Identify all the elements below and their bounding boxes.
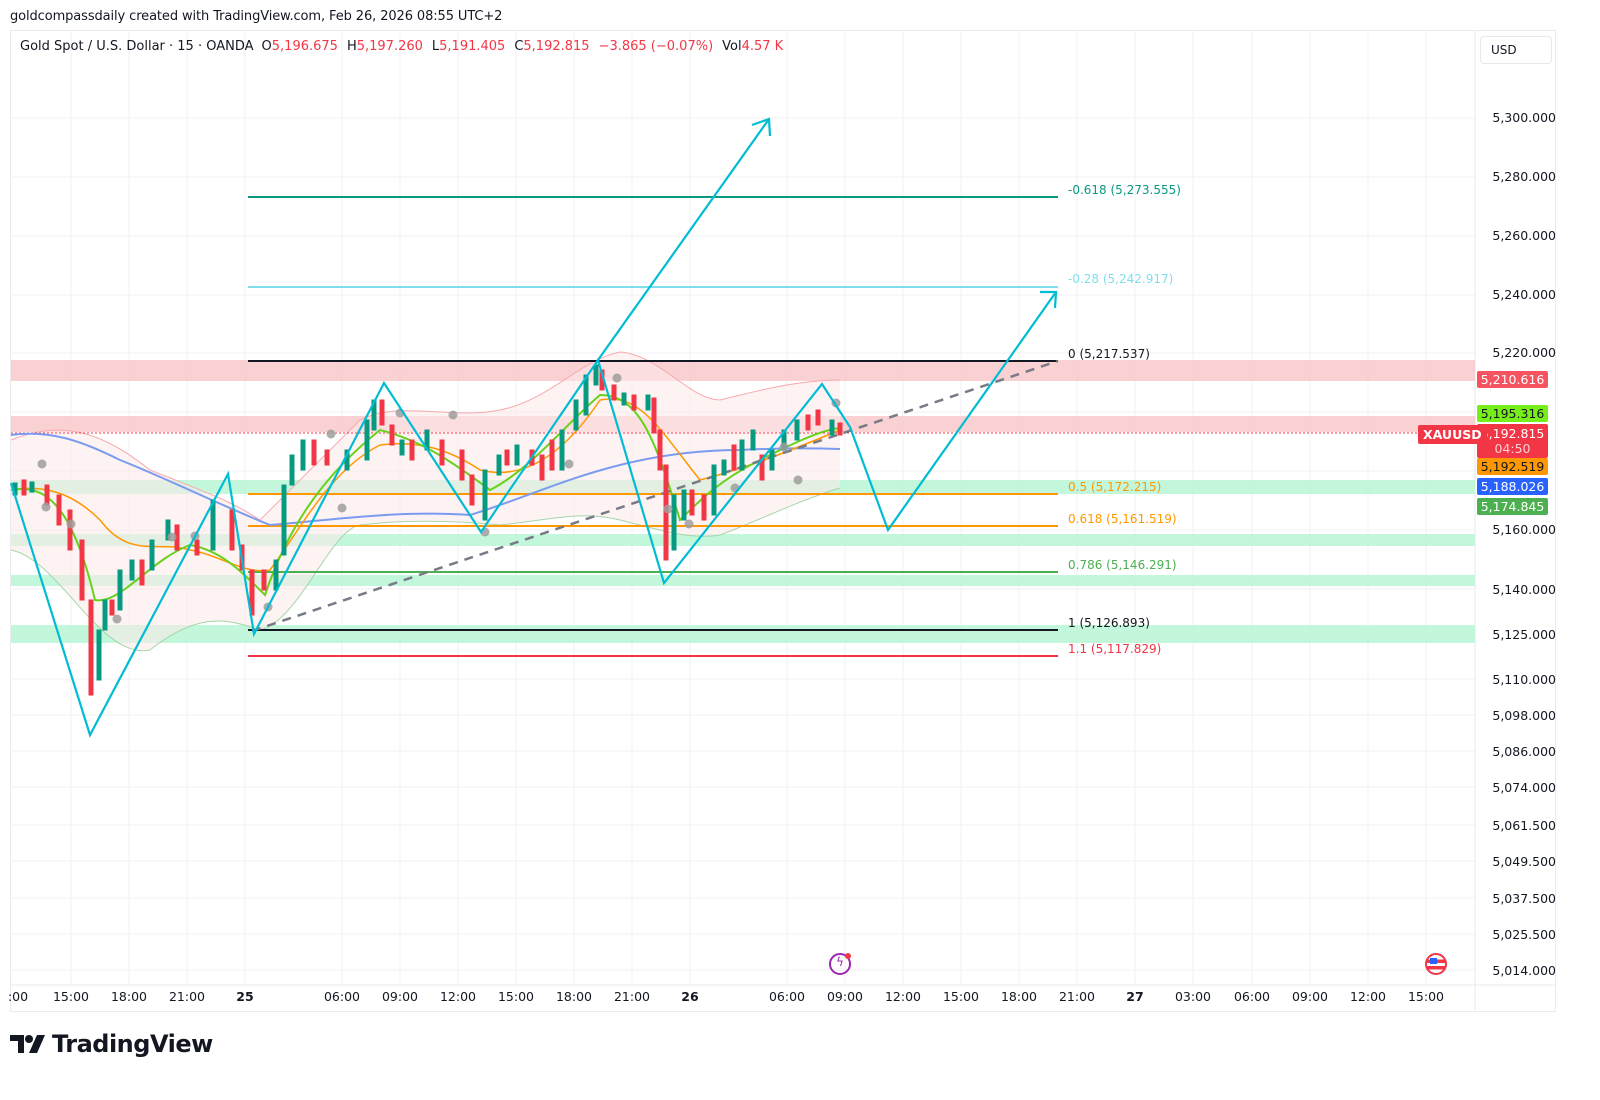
low-value: 5,191.405 <box>439 39 506 54</box>
price-tick: 5,160.000 <box>1492 522 1556 537</box>
fib-label: 0.618 (5,161.519) <box>1068 512 1177 526</box>
price-tick: 5,125.000 <box>1492 627 1556 642</box>
time-tick: 03:00 <box>1174 989 1212 1004</box>
fib-label: 0.5 (5,172.215) <box>1068 480 1162 494</box>
price-tick: 5,300.000 <box>1492 110 1556 125</box>
time-tick: 25 <box>236 989 254 1004</box>
time-tick: 21:00 <box>168 989 206 1004</box>
time-tick: 15:00 <box>497 989 535 1004</box>
time-tick: 09:00 <box>826 989 864 1004</box>
fib-label: 0.786 (5,146.291) <box>1068 558 1177 572</box>
time-tick: 18:00 <box>1000 989 1038 1004</box>
price-tick: 5,098.000 <box>1492 708 1556 723</box>
us-flag-event-icon[interactable] <box>1425 953 1447 975</box>
time-tick: 15:00 <box>52 989 90 1004</box>
price-tick: 5,110.000 <box>1492 672 1556 687</box>
time-tick: 18:00 <box>110 989 148 1004</box>
time-tick: 06:00 <box>768 989 806 1004</box>
chart-frame <box>10 30 1556 1012</box>
fib-label: -0.28 (5,242.917) <box>1068 272 1174 286</box>
time-tick: 06:00 <box>323 989 361 1004</box>
time-tick: 12:00 <box>1349 989 1387 1004</box>
price-tick: 5,280.000 <box>1492 169 1556 184</box>
time-tick: 12:00 <box>884 989 922 1004</box>
price-tick: 5,037.500 <box>1492 891 1556 906</box>
bollinger-band-fill <box>11 352 840 651</box>
fractal-dots <box>37 373 841 624</box>
time-tick: 09:00 <box>381 989 419 1004</box>
time-tick: 27 <box>1126 989 1144 1004</box>
symbol-tag: XAUUSD <box>1418 425 1487 444</box>
resistance-price-badge: 5,210.616 <box>1477 371 1548 388</box>
ohlc-legend: Gold Spot / U.S. Dollar · 15 · OANDA O 5,… <box>20 39 784 54</box>
price-tick: 5,074.000 <box>1492 780 1556 795</box>
time-tick: 12:00 <box>439 989 477 1004</box>
price-tick: 5,260.000 <box>1492 228 1556 243</box>
fib-label: 0 (5,217.537) <box>1068 347 1150 361</box>
time-tick: 06:00 <box>1233 989 1271 1004</box>
fib-label: 1.1 (5,117.829) <box>1068 642 1162 656</box>
price-tick: 5,220.000 <box>1492 345 1556 360</box>
time-tick: 26 <box>681 989 699 1004</box>
time-tick: 09:00 <box>1291 989 1329 1004</box>
tradingview-logo-icon <box>10 1035 45 1053</box>
chart-caption: goldcompassdaily created with TradingVie… <box>10 9 503 24</box>
bar-countdown: 04:50 <box>1494 441 1531 456</box>
time-tick: 15:00 <box>1407 989 1445 1004</box>
ma-slow-price-badge: 5,188.026 <box>1477 478 1548 495</box>
tradingview-logo[interactable]: TradingView <box>10 1030 213 1058</box>
ma-mid-price-badge: 5,192.519 <box>1477 458 1548 475</box>
price-tick: 5,240.000 <box>1492 287 1556 302</box>
close-value: 5,192.815 <box>523 39 590 54</box>
bb-lower-price-badge: 5,174.845 <box>1477 498 1548 515</box>
change-value: −3.865 (−0.07%) <box>598 39 714 54</box>
price-tick: 5,014.000 <box>1492 963 1556 978</box>
ma-fast-price-badge: 5,195.316 <box>1477 405 1548 422</box>
price-tick: 5,140.000 <box>1492 582 1556 597</box>
time-tick: 15:00 <box>942 989 980 1004</box>
volume-value: 4.57 K <box>741 39 784 54</box>
high-value: 5,197.260 <box>356 39 423 54</box>
last-price-value: 5,192.815 <box>1480 426 1545 441</box>
price-tick: 5,025.500 <box>1492 927 1556 942</box>
open-value: 5,196.675 <box>271 39 338 54</box>
time-tick: 18:00 <box>555 989 593 1004</box>
symbol-title[interactable]: Gold Spot / U.S. Dollar · 15 · OANDA <box>20 39 254 54</box>
price-tick: 5,061.500 <box>1492 818 1556 833</box>
currency-button[interactable]: USD <box>1480 36 1552 64</box>
time-tick: 21:00 <box>613 989 651 1004</box>
price-tick: 5,086.000 <box>1492 744 1556 759</box>
price-tick: 5,049.500 <box>1492 854 1556 869</box>
projection-zigzag <box>9 117 1058 738</box>
lightning-event-icon[interactable]: ϟ <box>829 953 851 975</box>
brand-name: TradingView <box>52 1030 213 1058</box>
fibonacci-lines <box>248 196 1058 657</box>
time-tick: 21:00 <box>1058 989 1096 1004</box>
time-tick: :00 <box>7 989 29 1004</box>
trend-line <box>251 359 1059 633</box>
fib-label: -0.618 (5,273.555) <box>1068 183 1181 197</box>
last-price-badge: 5,192.815 04:50 <box>1477 424 1548 458</box>
fib-label: 1 (5,126.893) <box>1068 616 1150 630</box>
